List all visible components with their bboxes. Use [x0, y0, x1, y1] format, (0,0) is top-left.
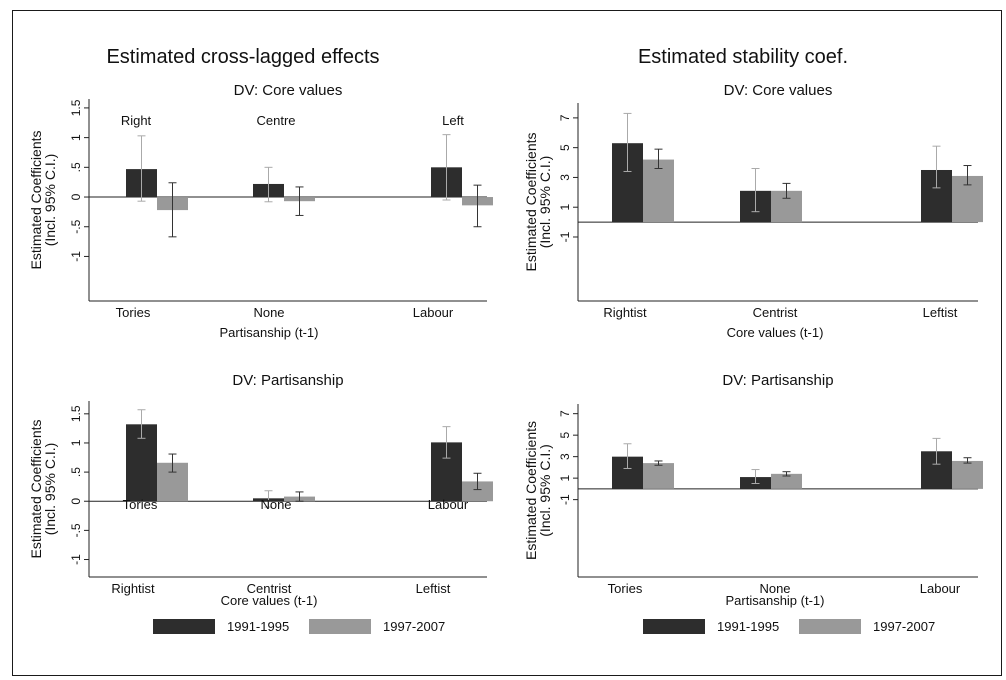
y-tick-label: 1.5 [69, 405, 83, 422]
y-tick-label: -.5 [69, 523, 83, 537]
legend-swatch [153, 619, 215, 634]
y-tick-label: -1 [558, 494, 572, 505]
y-axis-label-ci: (Incl. 95% C.I.) [42, 443, 58, 536]
panel-title: DV: Partisanship [722, 372, 833, 389]
figure-canvas: Estimated cross-lagged effects Estimated… [28, 46, 983, 634]
bar-1997-2007-Tories [643, 463, 674, 489]
legend-label: 1997-2007 [873, 619, 935, 634]
legend-swatch [799, 619, 861, 634]
y-tick-label: -1 [558, 231, 572, 242]
x-axis-title: Partisanship (t-1) [726, 593, 825, 608]
panel-title: DV: Partisanship [232, 372, 343, 389]
chart-panel-4: DV: Partisanship 7 5 3 1 -1 Estimated Coeffici… [523, 372, 983, 608]
legend-left: 1991-1995 1997-2007 [153, 619, 445, 634]
bar-1997-2007-Rightist [643, 159, 674, 223]
legend-right: 1991-1995 1997-2007 [643, 619, 935, 634]
bar-annotation: Centre [256, 113, 295, 128]
x-tick-label: None [253, 305, 284, 320]
x-tick-label: None [759, 581, 790, 596]
bar-1997-2007-None [771, 473, 802, 489]
bar-1997-2007-Labour [952, 460, 983, 489]
y-tick-label: 7 [558, 410, 572, 417]
chart-panel-2: DV: Core values 7 5 3 1 -1 Estimated Coefficie… [523, 82, 983, 340]
x-tick-label: Leftist [923, 305, 958, 320]
y-axis-label: Estimated Coefficients [523, 132, 539, 271]
y-tick-label: 1.5 [69, 99, 83, 116]
x-tick-label: Labour [920, 581, 961, 596]
y-tick-label: 3 [558, 453, 572, 460]
legend-swatch [309, 619, 371, 634]
bar-annotation: Tories [123, 497, 158, 512]
y-axis-label-ci: (Incl. 95% C.I.) [537, 444, 553, 537]
right-column-title: Estimated stability coef. [638, 46, 848, 68]
y-axis-label: Estimated Coefficients [28, 130, 44, 269]
bar-1997-2007-Leftist [462, 481, 493, 502]
y-tick-label: 1 [69, 134, 83, 141]
y-tick-label: 5 [558, 432, 572, 439]
x-tick-label: Rightist [603, 305, 647, 320]
bar-annotation: Right [121, 113, 152, 128]
y-axis-label: Estimated Coefficients [28, 419, 44, 558]
y-axis-label-ci: (Incl. 95% C.I.) [537, 156, 553, 249]
legends: 1991-1995 1997-2007 1991-1995 1997-2007 [153, 619, 935, 634]
x-tick-label: Labour [413, 305, 454, 320]
panel-title: DV: Core values [724, 82, 833, 99]
y-tick-label: 3 [558, 174, 572, 181]
x-tick-label: Rightist [111, 581, 155, 596]
y-tick-label: 1 [69, 439, 83, 446]
y-tick-label: .5 [69, 162, 83, 172]
bar-annotation: Labour [428, 497, 469, 512]
y-tick-label: 1 [558, 474, 572, 481]
y-tick-label: 0 [69, 193, 83, 200]
x-tick-label: Tories [608, 581, 643, 596]
left-column-title: Estimated cross-lagged effects [106, 46, 379, 68]
legend-label: 1991-1995 [717, 619, 779, 634]
x-axis-title: Core values (t-1) [221, 593, 318, 608]
y-tick-label: 0 [69, 498, 83, 505]
y-axis-label: Estimated Coefficients [523, 421, 539, 560]
x-tick-label: Leftist [416, 581, 451, 596]
x-tick-label: Tories [116, 305, 151, 320]
bar-annotation: Left [442, 113, 464, 128]
panel-title: DV: Core values [234, 82, 343, 99]
y-tick-label: .5 [69, 467, 83, 477]
legend-swatch [643, 619, 705, 634]
bar-annotation: None [260, 497, 291, 512]
x-axis-title: Partisanship (t-1) [220, 325, 319, 340]
y-tick-label: -.5 [69, 219, 83, 233]
legend-label: 1991-1995 [227, 619, 289, 634]
y-axis-label-ci: (Incl. 95% C.I.) [42, 154, 58, 247]
y-tick-label: 7 [558, 114, 572, 121]
figure-frame: Estimated cross-lagged effects Estimated… [12, 10, 1002, 676]
legend-label: 1997-2007 [383, 619, 445, 634]
x-tick-label: Centrist [247, 581, 292, 596]
y-tick-label: -1 [69, 554, 83, 565]
y-tick-label: 1 [558, 204, 572, 211]
y-tick-label: 5 [558, 144, 572, 151]
x-axis-title: Core values (t-1) [727, 325, 824, 340]
y-tick-label: -1 [69, 251, 83, 262]
x-tick-label: Centrist [753, 305, 798, 320]
